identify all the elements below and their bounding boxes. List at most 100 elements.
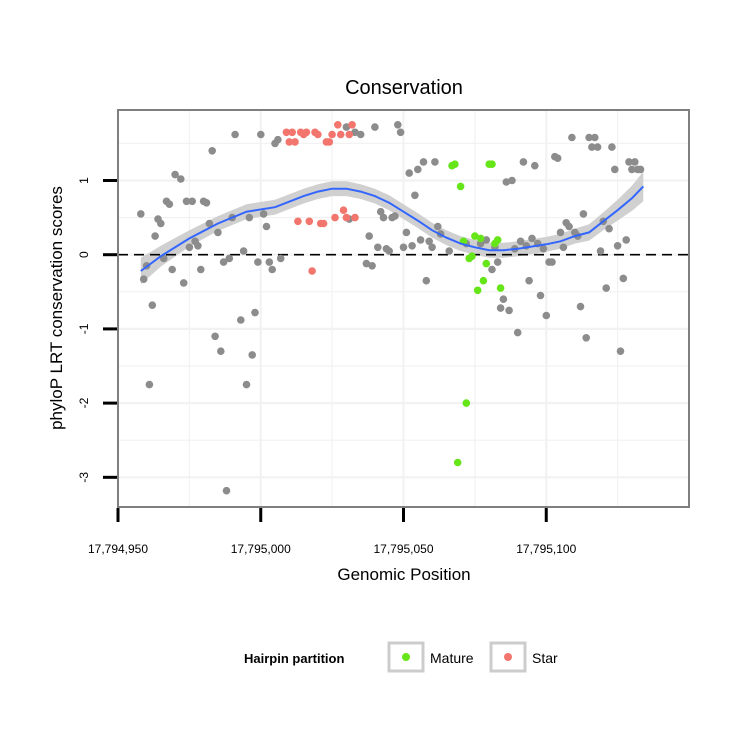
point-other <box>411 191 419 200</box>
point-other <box>434 222 442 231</box>
point-other <box>516 237 525 246</box>
smooth-trend-line <box>140 185 645 272</box>
point-other <box>219 258 228 266</box>
point-other <box>542 311 551 320</box>
x-tick-label: 17,795,000 <box>231 542 291 556</box>
data-points <box>137 121 645 495</box>
point-star <box>336 130 345 139</box>
point-other <box>568 133 576 142</box>
point-star <box>339 206 348 214</box>
point-other <box>536 291 545 300</box>
point-mature <box>471 232 479 240</box>
point-other <box>565 222 573 231</box>
point-other <box>559 243 568 252</box>
point-other <box>276 254 285 263</box>
point-star <box>291 138 299 146</box>
point-other <box>631 158 639 166</box>
point-other <box>194 242 202 250</box>
point-star <box>325 138 334 146</box>
point-other <box>137 210 145 218</box>
point-other <box>528 234 536 243</box>
point-other <box>222 486 231 495</box>
point-other <box>576 302 585 311</box>
point-other <box>416 236 425 244</box>
point-star <box>285 138 294 146</box>
point-other <box>197 265 205 274</box>
point-other <box>399 243 408 252</box>
point-other <box>488 265 496 274</box>
plot-panel-border <box>117 109 690 508</box>
point-mature <box>479 276 488 285</box>
point-other <box>268 265 277 274</box>
point-other <box>419 158 428 166</box>
point-mature <box>451 160 459 168</box>
point-star <box>282 128 291 137</box>
point-other <box>362 259 371 268</box>
point-star <box>308 267 316 275</box>
point-other <box>177 175 185 183</box>
point-other <box>596 247 605 255</box>
x-axis-label: Genomic Position <box>337 565 470 584</box>
legend-swatch-star <box>504 653 512 661</box>
legend-swatch-mature <box>402 653 410 661</box>
point-other <box>508 176 516 185</box>
point-other <box>254 258 262 266</box>
point-mature <box>453 458 462 467</box>
point-other <box>636 165 645 174</box>
point-other <box>202 199 211 207</box>
point-other <box>259 210 268 218</box>
point-other <box>385 247 394 255</box>
point-star <box>319 219 328 228</box>
point-other <box>365 232 374 240</box>
point-other <box>402 228 411 237</box>
chart-title: Conservation <box>345 77 463 99</box>
point-other <box>371 123 379 131</box>
point-other <box>548 258 556 266</box>
point-other <box>208 147 216 155</box>
point-other <box>553 154 562 162</box>
y-axis-label: phyloP LRT conservation scores <box>47 186 66 430</box>
point-other <box>496 304 505 312</box>
point-other <box>513 328 522 337</box>
point-other <box>608 143 616 151</box>
point-other <box>476 239 485 248</box>
point-star <box>305 217 314 226</box>
point-other <box>148 301 157 310</box>
point-other <box>248 351 256 359</box>
point-other <box>157 219 165 228</box>
legend: Hairpin partition Mature Star <box>244 641 558 673</box>
smooth-confidence-band <box>140 171 644 285</box>
point-star <box>334 121 342 129</box>
point-other <box>168 265 176 274</box>
point-other <box>188 197 196 206</box>
point-star <box>302 128 311 137</box>
point-star <box>314 130 322 139</box>
point-other <box>374 243 382 252</box>
point-mature <box>473 286 482 295</box>
point-mature <box>493 236 502 244</box>
point-other <box>616 347 625 356</box>
point-other <box>139 275 148 284</box>
point-star <box>351 213 359 222</box>
point-other <box>368 262 376 270</box>
point-other <box>428 243 436 252</box>
point-other <box>379 213 388 222</box>
point-star <box>294 217 302 226</box>
point-other <box>214 228 222 237</box>
x-axis: 17,794,950 17,795,000 17,795,050 17,795,100 <box>88 508 577 556</box>
point-star <box>328 130 336 139</box>
point-other <box>265 258 274 266</box>
point-other <box>531 161 539 170</box>
point-other <box>171 170 179 179</box>
point-other <box>351 128 359 137</box>
point-other <box>217 347 225 356</box>
x-tick-label: 17,794,950 <box>88 542 148 556</box>
point-mature <box>462 399 471 407</box>
point-mature <box>476 234 485 243</box>
point-mature <box>496 284 505 292</box>
point-other <box>182 197 191 206</box>
point-mature <box>468 252 476 260</box>
x-tick-label: 17,795,100 <box>516 542 576 556</box>
point-other <box>493 258 502 266</box>
